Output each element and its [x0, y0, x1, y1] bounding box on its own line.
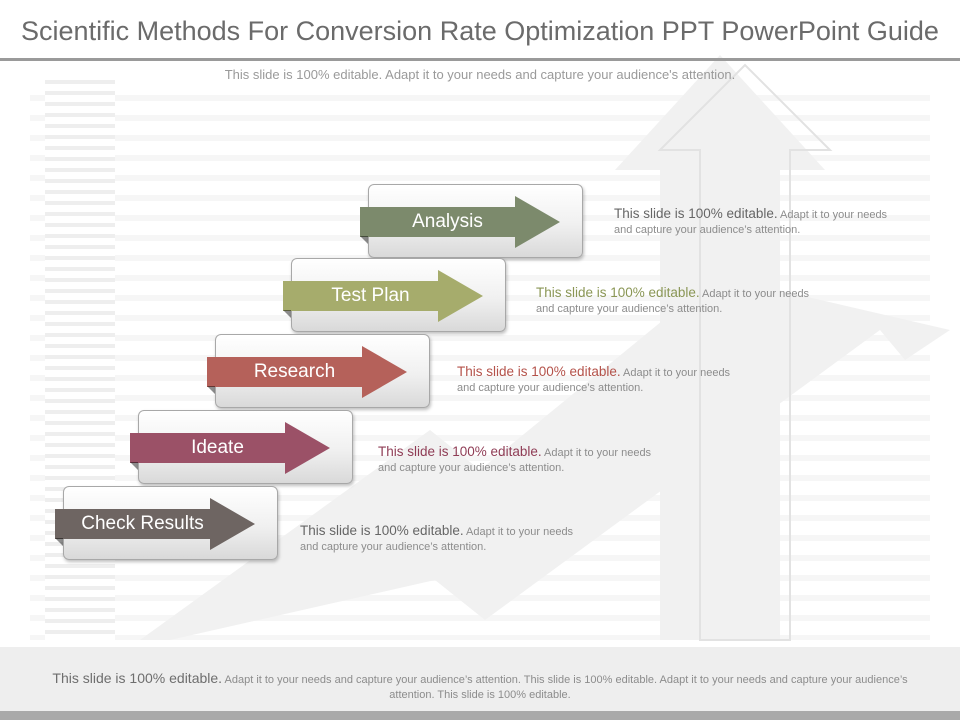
- footer-head: This slide is 100% editable.: [52, 670, 223, 686]
- step-fold: [130, 462, 138, 470]
- footer-band: [0, 647, 960, 711]
- step-label: Analysis: [412, 211, 483, 232]
- step-research: Research: [207, 334, 432, 410]
- desc-head: This slide is 100% editable.: [536, 285, 700, 300]
- desc-analysis: This slide is 100% editable. Adapt it to…: [614, 206, 894, 238]
- desc-head: This slide is 100% editable.: [614, 206, 778, 221]
- step-label: Research: [253, 361, 336, 382]
- desc-head: This slide is 100% editable.: [300, 523, 464, 538]
- title-underline: [0, 58, 960, 61]
- step-label: Test Plan: [331, 285, 410, 306]
- footer-text: This slide is 100% editable. Adapt it to…: [30, 671, 930, 703]
- step-fold: [283, 310, 291, 318]
- slide-title: Scientific Methods For Conversion Rate O…: [21, 16, 939, 46]
- desc-body: Adapt it to your needs and capture your …: [536, 288, 810, 315]
- desc-check-results: This slide is 100% editable. Adapt it to…: [300, 523, 580, 555]
- diagonal-arrow-shape: [140, 265, 950, 640]
- desc-body: Adapt it to your needs and capture your …: [300, 526, 574, 553]
- step-label: Ideate: [191, 437, 244, 458]
- desc-body: Adapt it to your needs and capture your …: [378, 447, 652, 474]
- desc-research: This slide is 100% editable. Adapt it to…: [457, 364, 737, 396]
- up-arrow-outline: [657, 63, 833, 641]
- bottom-bar: [0, 711, 960, 720]
- step-fold: [55, 538, 63, 546]
- desc-test-plan: This slide is 100% editable. Adapt it to…: [536, 285, 816, 317]
- step-ideate: Ideate: [130, 410, 355, 486]
- step-analysis: Analysis: [360, 184, 585, 260]
- desc-body: Adapt it to your needs and capture your …: [457, 367, 731, 394]
- desc-body: Adapt it to your needs and capture your …: [614, 209, 888, 236]
- desc-ideate: This slide is 100% editable. Adapt it to…: [378, 444, 658, 476]
- step-check-results: Check Results: [55, 486, 280, 562]
- step-fold: [207, 386, 215, 394]
- step-fold: [360, 236, 368, 244]
- step-test-plan: Test Plan: [283, 258, 508, 334]
- desc-head: This slide is 100% editable.: [457, 364, 621, 379]
- footer-body: Adapt it to your needs and capture your …: [224, 674, 908, 701]
- slide-subtitle: This slide is 100% editable. Adapt it to…: [224, 67, 736, 82]
- step-label: Check Results: [81, 513, 204, 534]
- desc-head: This slide is 100% editable.: [378, 444, 542, 459]
